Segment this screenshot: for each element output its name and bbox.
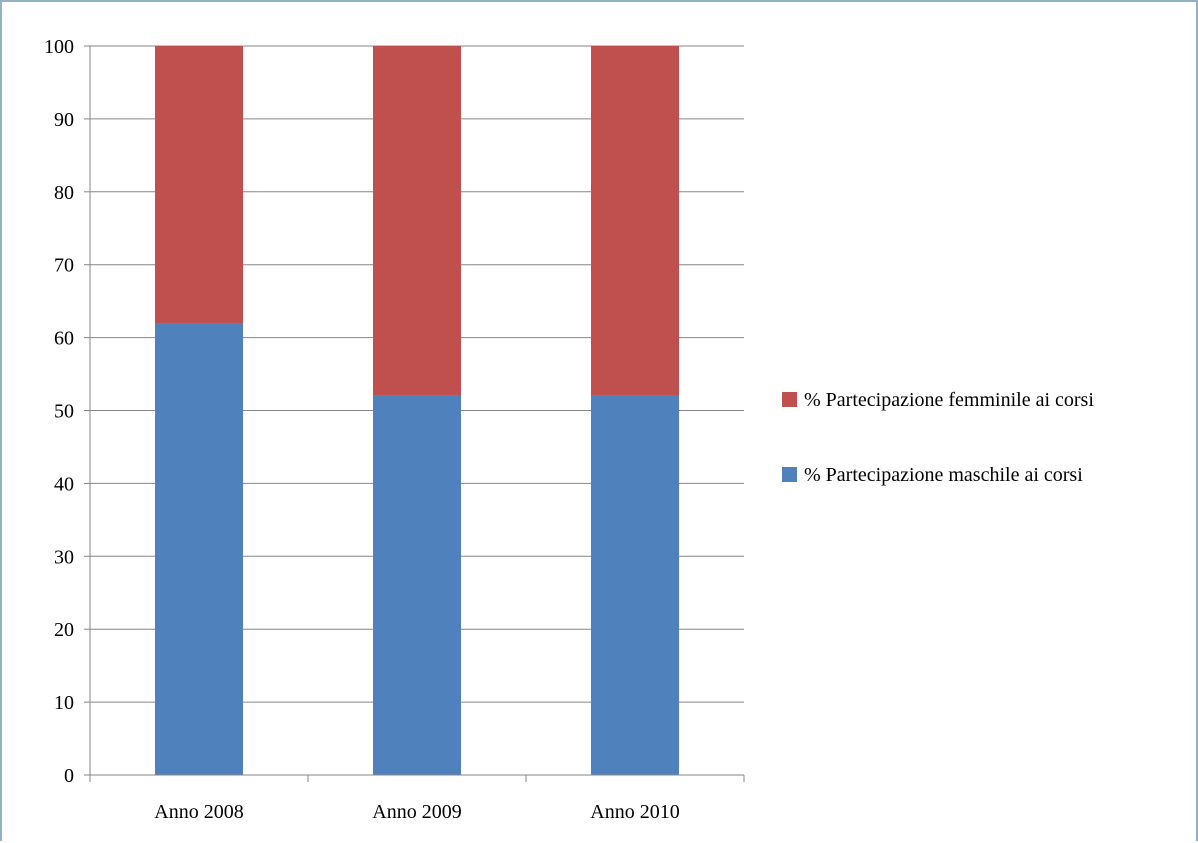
bar-femminile-anno-2009 <box>373 46 461 396</box>
bar-maschile-anno-2010 <box>591 395 679 775</box>
y-tick-label: 80 <box>54 182 74 204</box>
y-tick-label: 40 <box>54 473 74 495</box>
bars <box>155 46 679 775</box>
y-tick-label: 100 <box>44 36 74 58</box>
y-tick-label: 10 <box>54 692 74 714</box>
y-tick-label: 90 <box>54 109 74 131</box>
legend-label-femminile: % Partecipazione femminile ai corsi <box>804 389 1094 411</box>
bar-femminile-anno-2008 <box>155 46 243 324</box>
y-tick-label: 20 <box>54 619 74 641</box>
x-category-label: Anno 2009 <box>372 801 461 823</box>
legend-swatch-femminile <box>782 392 797 407</box>
legend-swatch-maschile <box>782 467 797 482</box>
x-axis-category-labels: Anno 2008 Anno 2009 Anno 2010 <box>154 801 679 823</box>
y-tick-label: 30 <box>54 546 74 568</box>
y-tick-label: 70 <box>54 255 74 277</box>
bar-maschile-anno-2009 <box>373 395 461 775</box>
legend-label-maschile: % Partecipazione maschile ai corsi <box>804 464 1083 486</box>
y-tick-label: 0 <box>64 765 74 787</box>
y-tick-label: 60 <box>54 328 74 350</box>
x-category-label: Anno 2008 <box>154 801 243 823</box>
axes <box>84 45 745 782</box>
y-axis-tick-labels: 0 10 20 30 40 50 60 70 80 90 100 <box>44 36 74 787</box>
x-category-label: Anno 2010 <box>590 801 679 823</box>
bar-femminile-anno-2010 <box>591 46 679 396</box>
bar-maschile-anno-2008 <box>155 323 243 775</box>
legend: % Partecipazione femminile ai corsi % Par… <box>782 389 1094 486</box>
y-tick-label: 50 <box>54 401 74 423</box>
